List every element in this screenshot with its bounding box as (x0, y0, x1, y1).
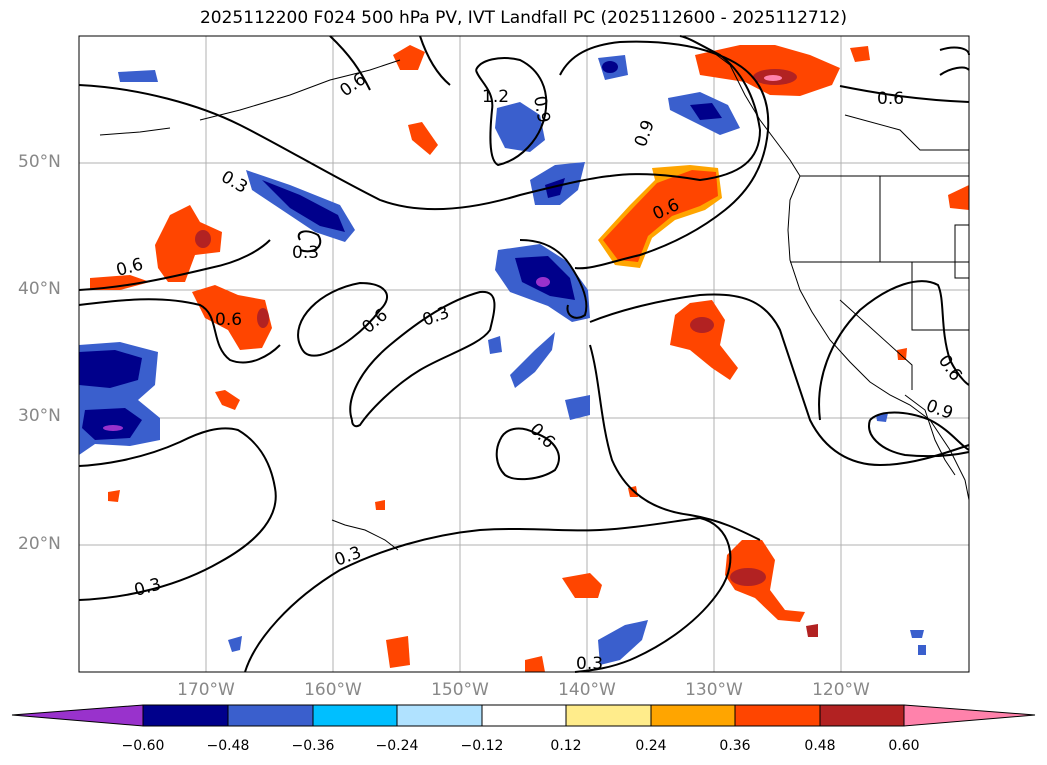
contour-label: 0.6 (877, 89, 904, 109)
lat-label-30n: 30°N (18, 406, 61, 426)
contour-label: 0.6 (215, 310, 242, 330)
contour-label: 0.3 (292, 243, 319, 263)
lat-label-20n: 20°N (18, 534, 61, 554)
pv-positive-shading (90, 45, 969, 672)
contour-label: 0.3 (576, 654, 603, 674)
colorbar-tick: −0.36 (291, 738, 335, 754)
colorbar-tick: −0.24 (375, 738, 419, 754)
lon-label-150w: 150°W (431, 680, 489, 700)
colorbar-tick: 0.60 (888, 738, 920, 754)
lon-label-120w: 120°W (812, 680, 870, 700)
contour-label: 0.9 (529, 94, 553, 124)
colorbar-tick: 0.24 (635, 738, 667, 754)
colorbar-tick: 0.36 (719, 738, 751, 754)
colorbar-tick: −0.60 (121, 738, 165, 754)
lon-label-170w: 170°W (177, 680, 235, 700)
colorbar (11, 704, 1036, 727)
lon-label-130w: 130°W (685, 680, 743, 700)
lat-label-50n: 50°N (18, 152, 61, 172)
colorbar-tick: 0.48 (804, 738, 836, 754)
colorbar-tick: −0.48 (206, 738, 250, 754)
gridlines (79, 36, 969, 672)
lon-label-160w: 160°W (304, 680, 362, 700)
map-title: 2025112200 F024 500 hPa PV, IVT Landfall… (199, 8, 847, 28)
colorbar-tick: 0.12 (550, 738, 582, 754)
colorbar-tick: −0.12 (460, 738, 504, 754)
contour-label: 1.2 (482, 87, 509, 107)
coastlines (99, 49, 970, 551)
pv-negative-shading (79, 55, 926, 665)
ivt-contours (78, 35, 970, 673)
lon-label-140w: 140°W (558, 680, 616, 700)
lat-label-40n: 40°N (18, 279, 61, 299)
